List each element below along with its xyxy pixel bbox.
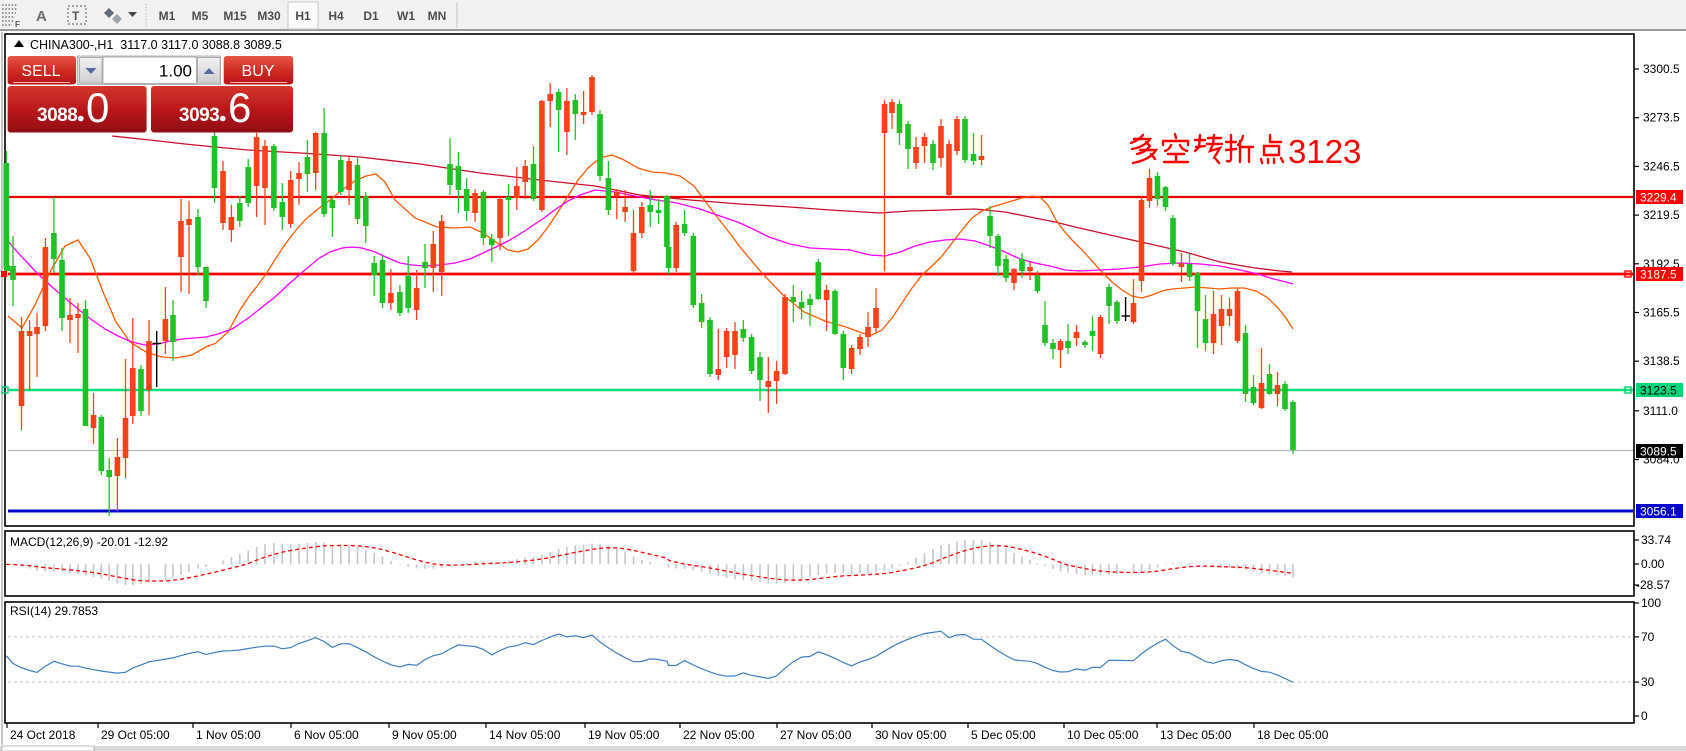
svg-text:70: 70 (1641, 630, 1655, 644)
svg-text:3123: 3123 (1288, 133, 1361, 170)
svg-text:100: 100 (1641, 596, 1661, 610)
svg-text:3089.5: 3089.5 (1640, 445, 1677, 459)
svg-text:6: 6 (228, 84, 251, 131)
svg-text:W1: W1 (397, 9, 415, 23)
svg-text:MACD(12,26,9) -20.01 -12.92: MACD(12,26,9) -20.01 -12.92 (10, 535, 168, 549)
svg-text:BUY: BUY (242, 63, 275, 80)
svg-text:SELL: SELL (21, 63, 60, 80)
svg-text:3088: 3088 (37, 105, 77, 126)
svg-text:0.00: 0.00 (1641, 557, 1665, 571)
svg-text:33.74: 33.74 (1641, 533, 1671, 547)
svg-text:30: 30 (1641, 675, 1655, 689)
svg-text:24 Oct 2018: 24 Oct 2018 (10, 728, 76, 742)
svg-text:M5: M5 (192, 9, 209, 23)
svg-text:6 Nov 05:00: 6 Nov 05:00 (294, 728, 359, 742)
svg-text:0: 0 (1641, 709, 1648, 723)
svg-text:A: A (36, 8, 47, 25)
svg-text:3229.4: 3229.4 (1640, 191, 1677, 205)
svg-text:5 Dec 05:00: 5 Dec 05:00 (971, 728, 1036, 742)
svg-text:3165.5: 3165.5 (1643, 306, 1680, 320)
svg-text:3093: 3093 (179, 105, 219, 126)
svg-text:1 Nov 05:00: 1 Nov 05:00 (196, 728, 261, 742)
svg-text:3273.5: 3273.5 (1643, 111, 1680, 125)
svg-text:27 Nov 05:00: 27 Nov 05:00 (780, 728, 852, 742)
svg-text:M15: M15 (223, 9, 247, 23)
svg-text:18 Dec 05:00: 18 Dec 05:00 (1257, 728, 1329, 742)
svg-text:D1: D1 (363, 9, 379, 23)
svg-text:3123.5: 3123.5 (1640, 384, 1677, 398)
svg-text:MN: MN (428, 9, 447, 23)
svg-text:-28.57: -28.57 (1636, 578, 1670, 592)
svg-text:0: 0 (86, 84, 109, 131)
svg-text:RSI(14) 29.7853: RSI(14) 29.7853 (10, 604, 98, 618)
svg-text:M30: M30 (257, 9, 281, 23)
svg-text:29 Oct 05:00: 29 Oct 05:00 (101, 728, 170, 742)
svg-text:F: F (15, 20, 20, 29)
svg-text:9 Nov 05:00: 9 Nov 05:00 (392, 728, 457, 742)
svg-text:CHINA300-,H1 3117.0 3117.0 30: CHINA300-,H1 3117.0 3117.0 3088.8 3089.5 (30, 38, 282, 52)
svg-text:13 Dec 05:00: 13 Dec 05:00 (1160, 728, 1232, 742)
svg-text:3187.5: 3187.5 (1640, 268, 1677, 282)
svg-text:T: T (72, 9, 80, 23)
svg-text:3300.5: 3300.5 (1643, 62, 1680, 76)
svg-text:M1: M1 (159, 9, 176, 23)
svg-text:30 Nov 05:00: 30 Nov 05:00 (875, 728, 947, 742)
svg-text:1.00: 1.00 (159, 62, 192, 81)
svg-text:14 Nov 05:00: 14 Nov 05:00 (489, 728, 561, 742)
svg-text:H4: H4 (328, 9, 344, 23)
svg-text:3056.1: 3056.1 (1640, 505, 1677, 519)
svg-text:H1: H1 (295, 9, 311, 23)
svg-text:3138.5: 3138.5 (1643, 354, 1680, 368)
svg-text:22 Nov 05:00: 22 Nov 05:00 (683, 728, 755, 742)
svg-text:3219.5: 3219.5 (1643, 208, 1680, 222)
svg-text:10 Dec 05:00: 10 Dec 05:00 (1067, 728, 1139, 742)
svg-text:3246.5: 3246.5 (1643, 159, 1680, 173)
svg-text:19 Nov 05:00: 19 Nov 05:00 (588, 728, 660, 742)
svg-text:3111.0: 3111.0 (1643, 404, 1678, 418)
